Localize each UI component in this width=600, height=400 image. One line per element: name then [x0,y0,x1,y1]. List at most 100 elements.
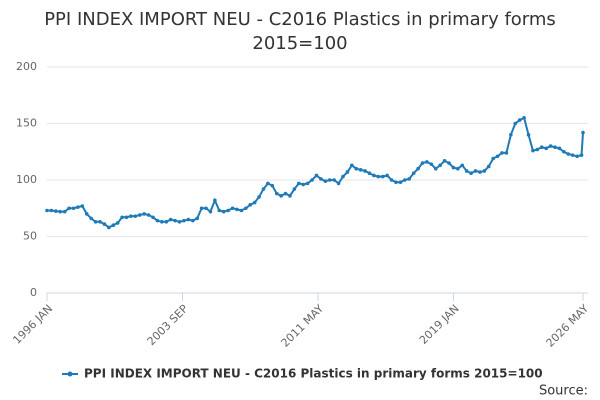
point [314,173,319,178]
point [45,208,49,213]
point [310,178,314,182]
point [270,183,275,188]
point [332,178,336,182]
point [544,146,548,151]
point [385,173,389,178]
point [425,160,429,164]
point [190,218,195,223]
point [526,133,531,137]
point [358,168,363,172]
point [67,206,71,211]
point [403,178,407,182]
point [58,209,63,214]
chart-title: PPI INDEX IMPORT NEU - C2016 Plastics in… [44,9,556,54]
y-tick-label: 50 [23,230,37,243]
point [107,225,111,230]
line [47,116,584,229]
point [570,153,575,157]
point [407,177,412,181]
point [120,215,124,220]
point [350,163,354,168]
point [54,209,58,213]
y-tick-label: 0 [30,286,37,299]
point [416,166,420,171]
point [491,156,495,161]
point [478,170,482,174]
point [398,180,403,185]
point [76,205,80,209]
point [115,221,120,225]
point [292,187,297,191]
point [243,206,248,211]
point [319,177,323,181]
point [102,222,107,226]
point [341,174,345,179]
point [279,194,283,198]
point [62,209,67,214]
point [305,181,310,186]
point [513,121,518,126]
point [460,163,465,168]
point [575,154,579,159]
point [230,206,235,211]
point [168,217,173,222]
point [137,213,142,217]
point [84,212,89,216]
point [372,173,376,178]
point [438,163,442,168]
point [288,194,292,198]
point [566,152,571,156]
point [208,209,213,214]
point [301,182,306,187]
point [456,166,460,171]
point [124,215,129,220]
point [89,216,93,221]
point [173,218,177,223]
point [146,213,151,217]
point [266,181,270,186]
point [49,208,54,213]
point [261,187,266,191]
point [420,161,425,165]
point [248,203,253,207]
x-tick-label: 2011 MAY [279,302,327,350]
x-tick-label: 1996 JAN [10,302,55,347]
point [553,145,557,150]
point [579,153,584,157]
point [345,170,350,174]
point [142,212,146,216]
point [133,214,138,218]
point [531,148,535,153]
point [129,214,133,218]
legend-marker [67,371,73,377]
point [447,161,451,165]
point [522,116,526,120]
y-tick-label: 100 [16,173,37,186]
point [323,179,328,183]
point [451,165,456,170]
point [517,118,522,122]
point [177,220,182,224]
x-tick-label: 2019 JAN [417,302,462,347]
point [535,147,540,152]
point [504,151,509,155]
x-tick-label: 2003 SEP [145,302,191,348]
point [155,218,160,223]
point [327,178,332,182]
point [283,191,288,196]
point [486,164,491,169]
point [380,174,385,179]
point [336,181,341,186]
point [464,169,469,173]
point [235,207,239,212]
source: Source: [539,384,588,399]
point [539,145,544,150]
point [557,146,562,151]
point [226,208,230,213]
point [482,169,487,173]
point [411,171,416,176]
point [376,174,381,179]
point [297,181,301,186]
point [367,171,372,176]
